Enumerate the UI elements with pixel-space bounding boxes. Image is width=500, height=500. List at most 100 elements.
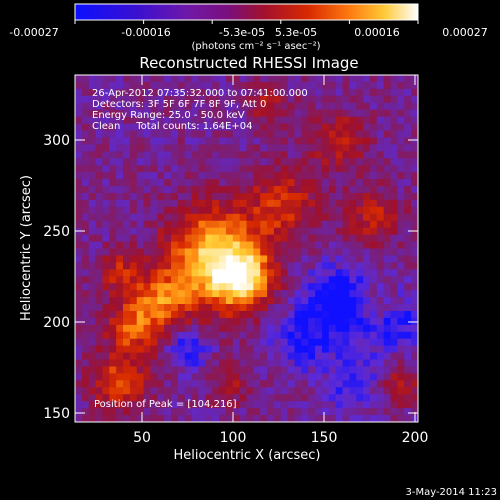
image-pixel [198, 387, 206, 395]
image-pixel [150, 123, 158, 131]
image-pixel [81, 401, 90, 409]
image-pixel [273, 317, 282, 326]
image-pixel [308, 234, 316, 242]
image-pixel [109, 262, 117, 270]
image-pixel [246, 255, 254, 263]
image-pixel [273, 415, 282, 422]
image-pixel [95, 366, 103, 374]
image-pixel [390, 324, 398, 333]
image-pixel [328, 172, 337, 180]
colorbar [74, 3, 419, 21]
image-pixel [225, 123, 234, 131]
image-pixel [404, 262, 412, 270]
image-pixel [157, 262, 165, 270]
image-pixel [102, 130, 110, 138]
image-pixel [397, 255, 405, 263]
image-pixel [198, 116, 206, 124]
image-pixel [88, 248, 96, 256]
image-pixel [129, 116, 138, 124]
image-pixel [308, 297, 316, 305]
image-pixel [308, 227, 316, 236]
image-pixel [328, 310, 337, 319]
image-pixel [397, 137, 405, 145]
image-pixel [280, 352, 289, 360]
image-pixel [219, 387, 227, 395]
image-pixel [171, 95, 179, 104]
image-pixel [136, 324, 144, 333]
image-pixel [369, 394, 378, 402]
image-pixel [335, 109, 343, 118]
image-pixel [349, 213, 357, 222]
image-pixel [171, 179, 179, 187]
image-pixel [404, 123, 412, 131]
image-pixel [342, 109, 350, 118]
image-pixel [301, 304, 309, 312]
image-pixel [129, 144, 138, 152]
image-pixel [212, 290, 220, 298]
image-pixel [376, 283, 385, 291]
image-pixel [157, 248, 165, 256]
image-pixel [267, 165, 275, 173]
image-pixel [232, 179, 241, 187]
image-pixel [75, 144, 83, 152]
image-pixel [184, 213, 193, 222]
image-pixel [116, 283, 124, 291]
image-pixel [102, 338, 110, 347]
image-pixel [116, 290, 124, 298]
image-pixel [376, 213, 385, 222]
image-pixel [150, 213, 158, 222]
image-pixel [349, 137, 357, 145]
image-pixel [102, 352, 110, 360]
image-pixel [219, 179, 227, 187]
image-pixel [184, 331, 193, 340]
image-pixel [164, 394, 172, 402]
image-pixel [150, 158, 158, 166]
image-pixel [301, 199, 309, 208]
image-pixel [335, 324, 343, 333]
image-pixel [260, 366, 268, 374]
image-pixel [342, 151, 350, 159]
image-pixel [308, 387, 316, 395]
image-pixel [369, 88, 378, 97]
image-pixel [102, 331, 110, 340]
image-pixel [88, 408, 96, 416]
image-pixel [239, 297, 247, 305]
image-pixel [376, 102, 385, 111]
image-pixel [246, 179, 254, 187]
image-pixel [212, 220, 220, 229]
image-pixel [397, 283, 405, 291]
image-pixel [321, 165, 330, 173]
image-pixel [116, 123, 124, 131]
image-pixel [205, 408, 213, 416]
image-pixel [88, 338, 96, 347]
image-pixel [239, 88, 247, 97]
image-pixel [315, 304, 323, 312]
image-pixel [397, 220, 405, 229]
image-pixel [184, 269, 193, 277]
image-pixel [157, 269, 165, 277]
image-pixel [328, 290, 337, 298]
image-pixel [232, 206, 241, 215]
image-pixel [383, 297, 391, 305]
image-pixel [75, 387, 83, 395]
image-pixel [157, 255, 165, 263]
image-pixel [383, 206, 391, 215]
image-pixel [267, 123, 275, 131]
image-pixel [239, 373, 247, 381]
image-pixel [273, 158, 282, 166]
image-pixel [177, 123, 186, 131]
image-pixel [171, 172, 179, 180]
image-pixel [171, 109, 179, 118]
image-pixel [294, 262, 302, 270]
image-pixel [376, 290, 385, 298]
image-pixel [363, 366, 371, 374]
image-pixel [232, 241, 241, 249]
image-pixel [273, 359, 282, 367]
image-pixel [308, 109, 316, 118]
image-pixel [342, 408, 350, 416]
image-pixel [116, 394, 124, 402]
image-pixel [164, 199, 172, 208]
image-pixel [376, 172, 385, 180]
image-pixel [335, 310, 343, 319]
image-pixel [225, 172, 234, 180]
